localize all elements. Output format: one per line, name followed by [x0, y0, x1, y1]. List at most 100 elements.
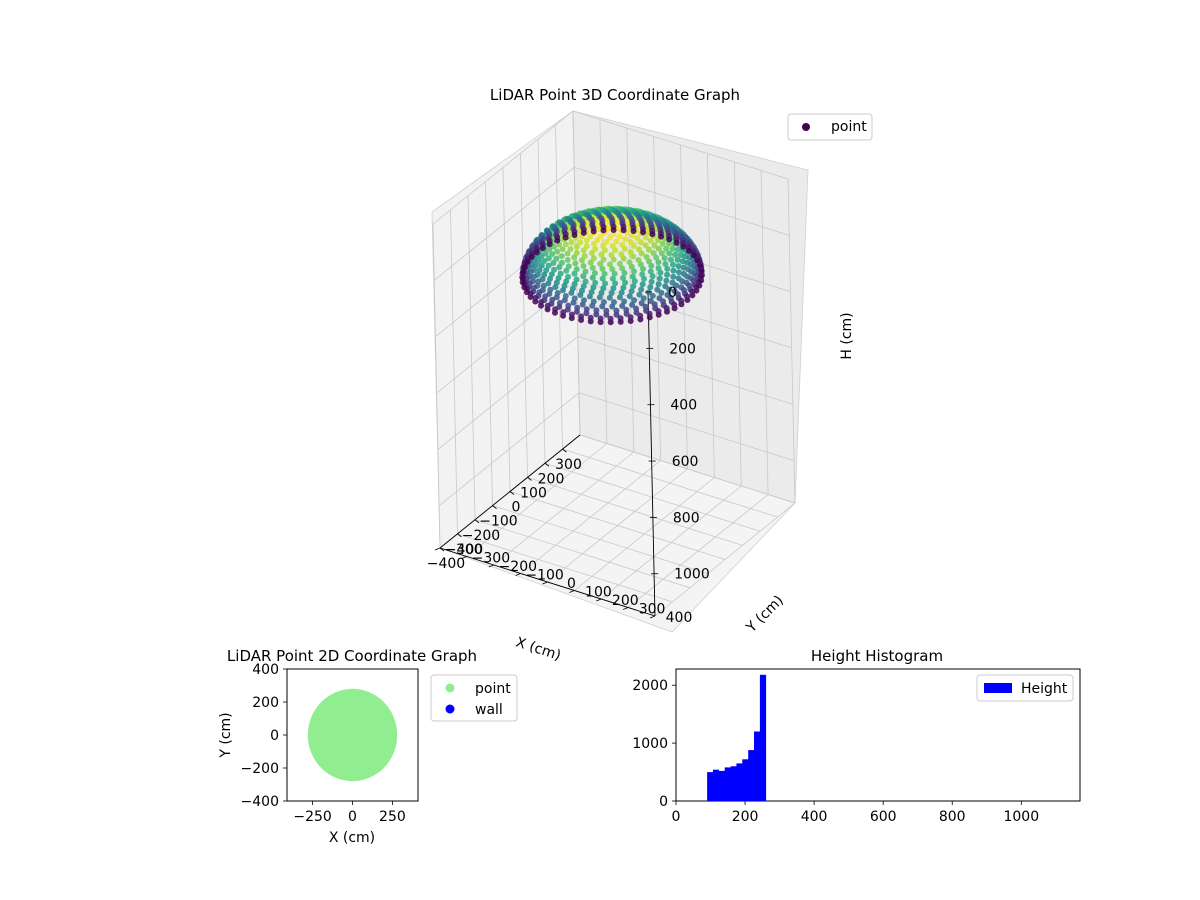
- lidar-point: [544, 302, 551, 309]
- lidar-point: [678, 297, 685, 304]
- lidar-point: [639, 281, 646, 288]
- histogram-bar: [718, 770, 725, 801]
- lidar-point: [635, 257, 642, 263]
- grid-side-x: [467, 195, 476, 520]
- lidar-point: [555, 275, 562, 282]
- lidar-point: [545, 280, 552, 287]
- x-tick-3d: [562, 448, 567, 453]
- z-tick-label-3d: 800: [673, 510, 700, 526]
- lidar-point: [636, 246, 642, 253]
- histogram-bar: [707, 772, 714, 801]
- lidar-point: [553, 279, 560, 286]
- lidar-point: [546, 246, 553, 253]
- legend-height-label: Height: [1021, 681, 1068, 697]
- height-histogram: Height Histogram 0 200 400 600 800 1000 0 1000 2…: [632, 647, 1081, 825]
- lidar-point: [610, 256, 617, 263]
- lidar-point: [591, 270, 598, 277]
- lidar-point: [592, 279, 599, 286]
- lidar-point: [666, 236, 673, 243]
- lidar-point: [627, 314, 634, 321]
- grid-side-x: [432, 223, 441, 549]
- y-tick-label-3d: −100: [525, 568, 563, 584]
- lidar-point: [619, 303, 626, 309]
- lidar-point: [655, 281, 662, 288]
- lidar-point: [590, 298, 597, 305]
- lidar-point: [556, 264, 563, 271]
- histogram-bar: [712, 769, 720, 801]
- lidar-point: [599, 265, 606, 272]
- lidar-point: [538, 262, 545, 269]
- lidar-point: [649, 231, 656, 238]
- lidar-point: [602, 280, 609, 287]
- lidar-point: [640, 295, 647, 302]
- lidar-point: [620, 275, 626, 281]
- x-tick-label-3d: 200: [538, 471, 565, 487]
- y-tick-label-3d: −200: [499, 559, 537, 575]
- z-axis-line: [647, 291, 656, 617]
- lidar-point: [670, 261, 676, 268]
- legend-histogram: Height: [976, 674, 1074, 702]
- lidar-point: [580, 283, 587, 290]
- lidar-point: [680, 243, 687, 250]
- histogram-bar: [748, 750, 755, 801]
- lidar-point: [671, 301, 678, 308]
- lidar-point: [667, 256, 674, 263]
- lidar-point: [619, 265, 626, 272]
- lidar-point: [630, 228, 637, 234]
- lidar-point: [539, 245, 546, 252]
- lidar-point: [662, 261, 669, 267]
- lidar-point: [581, 297, 587, 304]
- grid-floor-y: [466, 443, 608, 557]
- lidar-point: [669, 279, 676, 286]
- y-tick-label-2d: −200: [241, 761, 279, 777]
- lidar-point: [655, 245, 662, 252]
- x-tick-label-2d: 0: [348, 809, 357, 825]
- lidar-point: [649, 292, 656, 299]
- lidar-point: [546, 241, 553, 248]
- lidar-point: [543, 267, 550, 274]
- lidar-point: [629, 301, 636, 308]
- lidar-point: [675, 263, 682, 270]
- x-tick-3d: [474, 519, 480, 524]
- lidar-point: [573, 249, 580, 256]
- lidar-point: [538, 299, 545, 305]
- lidar-point: [574, 304, 581, 311]
- x-tick-label-3d: 100: [520, 485, 547, 501]
- lidar-point: [685, 247, 692, 254]
- lidar-point: [639, 271, 646, 278]
- lidar-point: [631, 268, 637, 275]
- lidar-point: [611, 270, 618, 277]
- lidar-point: [628, 288, 635, 295]
- x-tick-label-2d: 250: [379, 809, 406, 825]
- lidar-point: [641, 275, 647, 282]
- lidar-point: [621, 270, 628, 276]
- lidar-point: [631, 278, 638, 285]
- y-tick-3d: [569, 590, 575, 593]
- lidar-point: [611, 299, 617, 306]
- lidar-point: [528, 253, 535, 260]
- lidar-point: [596, 294, 603, 301]
- lidar-point: [599, 275, 606, 282]
- y-tick-3d: [461, 556, 468, 559]
- lidar-point: [607, 261, 613, 268]
- grid-floor-y: [627, 494, 769, 608]
- lidar-point: [661, 255, 668, 262]
- lidar-point: [636, 291, 643, 298]
- x-axis-label-3d: X (cm): [514, 634, 563, 664]
- x-tick-label-3d: 0: [512, 500, 521, 516]
- grid-back-y: [680, 144, 688, 470]
- lidar-point: [568, 311, 575, 318]
- lidar-point: [597, 260, 604, 267]
- lidar-point: [676, 269, 682, 276]
- lidar-point: [679, 258, 686, 265]
- lidar-point: [595, 225, 602, 232]
- lidar-point: [583, 243, 590, 250]
- lidar-point: [607, 234, 613, 241]
- y-tick-3d: [515, 573, 521, 576]
- lidar-point: [606, 294, 613, 301]
- lidar-point: [658, 250, 665, 257]
- lidar-point: [532, 294, 539, 301]
- lidar-point: [541, 271, 548, 278]
- lidar-point: [548, 271, 555, 278]
- chart-2d-title: LiDAR Point 2D Coordinate Graph: [227, 647, 477, 665]
